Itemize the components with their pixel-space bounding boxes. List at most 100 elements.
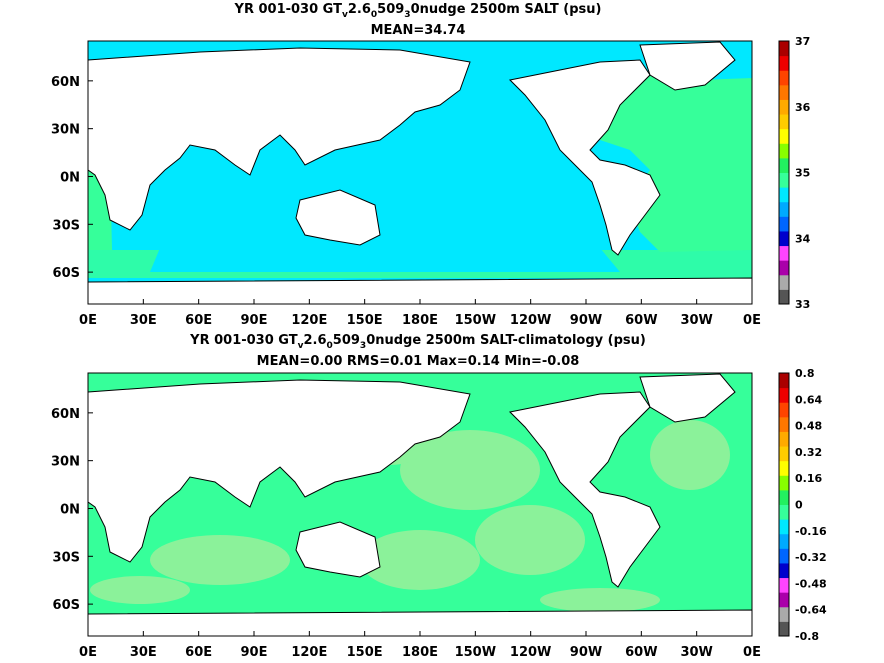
patch <box>650 420 730 490</box>
colorbar-swatch <box>779 446 789 462</box>
colorbar-swatch <box>779 504 789 520</box>
colorbar-label: 36 <box>795 101 811 114</box>
colorbar-swatch <box>779 114 789 130</box>
patch <box>400 430 540 510</box>
colorbar-label: -0.16 <box>795 525 827 538</box>
colorbar-label: 0.64 <box>795 393 822 406</box>
colorbar-swatch <box>779 274 789 290</box>
y-tick-label: 0N <box>60 170 80 185</box>
y-tick-label: 30S <box>53 550 80 565</box>
y-tick-label: 60N <box>51 75 80 90</box>
x-axis-bottom: 0E 30E 60E 90E 120E 150E 180E 150W 120W 90W 60W 30W… <box>79 631 761 660</box>
colorbar-bottom: 0.8 0.64 0.48 0.32 0.16 0 -0.16 -0.32 -0.48 -0.64… <box>778 367 827 643</box>
x-tick-label: 30W <box>680 645 712 660</box>
colorbar-swatch <box>779 592 789 608</box>
map-top <box>87 40 753 305</box>
colorbar-swatch <box>779 70 789 86</box>
x-tick-label: 150W <box>455 645 496 660</box>
x-tick-label: 90W <box>570 645 602 660</box>
colorbar-label: 35 <box>795 167 810 180</box>
colorbar-swatch <box>779 431 789 447</box>
y-tick-label: 30N <box>51 455 80 470</box>
colorbar-swatch <box>779 519 789 535</box>
colorbar-swatch <box>779 245 789 261</box>
colorbar-swatch <box>779 475 789 491</box>
colorbar-swatch <box>779 577 789 593</box>
continents-top <box>87 41 753 305</box>
land-americas <box>508 59 661 256</box>
land-eurasia-africa <box>87 47 471 231</box>
x-tick-label: 30W <box>680 313 712 328</box>
y-tick-label: 30N <box>51 123 80 138</box>
panel-bottom: YR 001-030 GTv2.6050930nudge 2500m SALT-… <box>51 333 827 660</box>
colorbar-swatch <box>779 201 789 217</box>
colorbar-swatch <box>779 128 789 144</box>
x-tick-label: 60W <box>625 645 657 660</box>
colorbar-swatch <box>779 55 789 71</box>
continents-bottom <box>87 373 753 637</box>
land-greenland <box>639 41 736 91</box>
colorbar-swatch <box>779 460 789 476</box>
colorbar-label: 0.48 <box>795 420 822 433</box>
x-tick-label: 180E <box>402 313 438 328</box>
x-tick-label: 150E <box>347 313 383 328</box>
map-bottom <box>87 372 753 637</box>
land-greenland <box>639 373 736 423</box>
colorbar-frame <box>778 40 790 305</box>
x-tick-label: 0E <box>743 313 761 328</box>
x-tick-label: 150E <box>347 645 383 660</box>
x-tick-label: 60W <box>625 313 657 328</box>
patch <box>540 588 660 612</box>
colorbar-label: 0.32 <box>795 446 822 459</box>
x-axis-top: 0E 30E 60E 90E 120E 150E 180E 150W 120W 90W 60W 30W… <box>79 299 761 328</box>
x-tick-label: 30E <box>130 313 157 328</box>
land-australia <box>295 189 381 246</box>
land-americas <box>508 391 661 588</box>
colorbar-swatch <box>779 548 789 564</box>
panel-bottom-title: YR 001-030 GTv2.6050930nudge 2500m SALT-… <box>189 333 646 351</box>
x-tick-label: 60E <box>185 645 212 660</box>
x-tick-label: 90E <box>241 645 268 660</box>
patch <box>360 530 480 590</box>
colorbar-swatch <box>779 41 789 57</box>
colorbar-frame <box>778 372 790 637</box>
x-tick-label: 30E <box>130 645 157 660</box>
colorbar-swatch <box>779 99 789 115</box>
colorbar-swatch <box>779 373 789 389</box>
x-tick-label: 0E <box>79 645 97 660</box>
x-tick-label: 0E <box>743 645 761 660</box>
map-top-southern-cyan <box>150 248 620 272</box>
colorbar-swatch <box>779 562 789 579</box>
x-tick-label: 120E <box>291 645 327 660</box>
patch <box>90 576 190 604</box>
colorbar-label: 0.16 <box>795 472 822 485</box>
colorbar-swatch <box>779 260 789 276</box>
colorbar-label: -0.48 <box>795 577 827 590</box>
colorbar-label: 34 <box>795 232 811 245</box>
colorbar-swatch <box>779 143 789 159</box>
colorbar-label: 0.8 <box>795 367 815 380</box>
colorbar-label: -0.64 <box>795 604 827 617</box>
colorbar-swatch <box>779 230 789 247</box>
land-eurasia-africa <box>87 379 471 563</box>
x-tick-label: 60E <box>185 313 212 328</box>
x-tick-label: 0E <box>79 313 97 328</box>
colorbar-swatch <box>779 157 789 173</box>
colorbar-swatch <box>779 187 789 203</box>
colorbar-swatch <box>779 416 789 432</box>
patch <box>475 505 585 575</box>
colorbar-label: 0 <box>795 499 803 512</box>
x-tick-label: 90E <box>241 313 268 328</box>
colorbar-swatch <box>779 84 789 100</box>
y-tick-label: 60S <box>53 266 80 281</box>
colorbar-label: -0.32 <box>795 551 827 564</box>
x-tick-label: 120W <box>510 313 551 328</box>
x-tick-label: 180E <box>402 645 438 660</box>
land-australia <box>295 521 381 578</box>
colorbar-swatch <box>779 621 789 637</box>
y-tick-label: 60S <box>53 598 80 613</box>
colorbar-top: 37 36 35 34 33 <box>778 35 811 311</box>
x-tick-label: 120W <box>510 645 551 660</box>
colorbar-swatch <box>779 489 789 505</box>
